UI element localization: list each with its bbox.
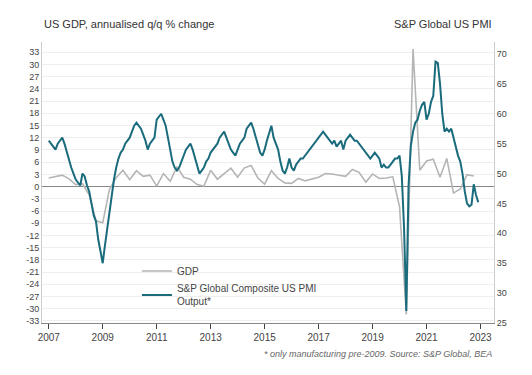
svg-text:0: 0: [34, 182, 39, 192]
svg-text:S&P Global US PMI: S&P Global US PMI: [394, 18, 492, 30]
svg-text:27: 27: [29, 72, 39, 82]
svg-text:US GDP, annualised q/q % chang: US GDP, annualised q/q % change: [44, 18, 214, 30]
svg-text:-21: -21: [26, 267, 39, 277]
svg-text:70: 70: [497, 49, 507, 59]
svg-text:-33: -33: [26, 316, 39, 326]
svg-text:-24: -24: [26, 279, 39, 289]
svg-text:6: 6: [34, 157, 39, 167]
svg-text:2007: 2007: [38, 332, 61, 343]
svg-text:33: 33: [29, 47, 39, 57]
svg-text:2019: 2019: [361, 332, 384, 343]
svg-text:12: 12: [29, 133, 39, 143]
svg-text:45: 45: [497, 199, 507, 209]
svg-text:* only manufacturing pre-2009.: * only manufacturing pre-2009. Source: S…: [264, 349, 492, 359]
svg-text:-27: -27: [26, 292, 39, 302]
svg-text:GDP: GDP: [177, 266, 199, 277]
svg-text:2013: 2013: [200, 332, 223, 343]
svg-text:-12: -12: [26, 231, 39, 241]
svg-text:2023: 2023: [469, 332, 492, 343]
svg-text:25: 25: [497, 318, 507, 328]
svg-text:15: 15: [29, 121, 39, 131]
svg-text:3: 3: [34, 170, 39, 180]
svg-text:2011: 2011: [146, 332, 168, 343]
svg-text:-3: -3: [31, 194, 39, 204]
svg-text:S&P Global Composite US PMIOut: S&P Global Composite US PMIOutput*: [177, 283, 316, 307]
svg-text:55: 55: [497, 139, 507, 149]
svg-text:-18: -18: [26, 255, 39, 265]
svg-text:40: 40: [497, 228, 507, 238]
svg-text:21: 21: [29, 96, 39, 106]
svg-text:30: 30: [29, 60, 39, 70]
svg-text:35: 35: [497, 258, 507, 268]
svg-text:65: 65: [497, 79, 507, 89]
svg-text:-30: -30: [26, 304, 39, 314]
svg-text:-9: -9: [31, 218, 39, 228]
svg-text:-6: -6: [31, 206, 39, 216]
svg-text:2009: 2009: [92, 332, 115, 343]
svg-text:2015: 2015: [254, 332, 277, 343]
svg-text:50: 50: [497, 169, 507, 179]
svg-text:-15: -15: [26, 243, 39, 253]
svg-text:2021: 2021: [415, 332, 438, 343]
svg-text:24: 24: [29, 84, 39, 94]
svg-text:30: 30: [497, 288, 507, 298]
svg-text:2017: 2017: [307, 332, 330, 343]
svg-text:18: 18: [29, 108, 39, 118]
svg-text:60: 60: [497, 109, 507, 119]
svg-text:9: 9: [34, 145, 39, 155]
